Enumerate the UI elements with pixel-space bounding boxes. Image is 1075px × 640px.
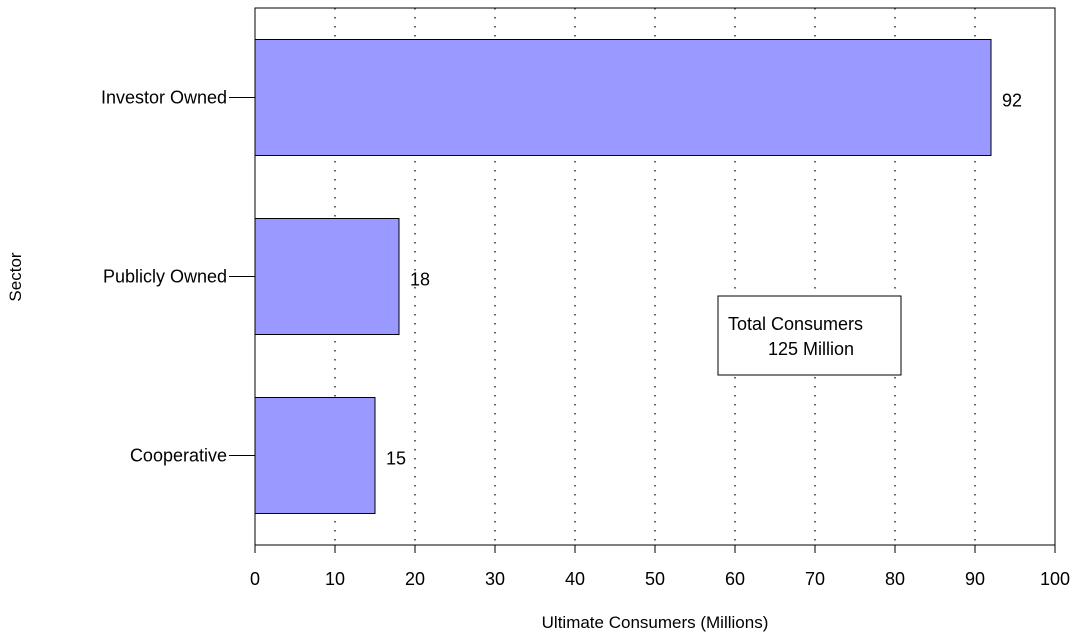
x-tick-label-20: 20	[405, 569, 425, 589]
data-labels: 92 18 15	[386, 91, 1022, 469]
note-line-1: Total Consumers	[728, 314, 863, 334]
y-tick-label-publicly-owned: Publicly Owned	[103, 267, 227, 287]
x-tick-label-0: 0	[250, 569, 260, 589]
x-tick-label-90: 90	[965, 569, 985, 589]
total-consumers-note: Total Consumers 125 Million	[717, 295, 902, 376]
note-line-2: 125 Million	[768, 339, 854, 359]
y-axis: Investor Owned Publicly Owned Cooperative	[101, 88, 255, 466]
x-tick-label-70: 70	[805, 569, 825, 589]
bar-investor-owned	[254, 39, 992, 156]
data-label-investor-owned: 92	[1002, 91, 1022, 111]
x-tick-label-10: 10	[325, 569, 345, 589]
note-box	[717, 295, 902, 376]
y-axis-title: Sector	[6, 252, 25, 301]
bar-cooperative	[254, 397, 376, 514]
x-tick-label-50: 50	[645, 569, 665, 589]
bars	[254, 39, 992, 514]
x-tick-label-60: 60	[725, 569, 745, 589]
x-tick-label-80: 80	[885, 569, 905, 589]
data-label-publicly-owned: 18	[410, 270, 430, 290]
bar-publicly-owned	[254, 218, 400, 335]
y-tick-label-cooperative: Cooperative	[130, 446, 227, 466]
y-tick-label-investor-owned: Investor Owned	[101, 88, 227, 108]
x-tick-label-30: 30	[485, 569, 505, 589]
x-tick-label-100: 100	[1040, 569, 1070, 589]
data-label-cooperative: 15	[386, 449, 406, 469]
x-axis-title: Ultimate Consumers (Millions)	[542, 613, 769, 632]
x-tick-label-40: 40	[565, 569, 585, 589]
x-axis: 0 10 20 30 40 50 60 70 80 90 100	[250, 545, 1070, 589]
